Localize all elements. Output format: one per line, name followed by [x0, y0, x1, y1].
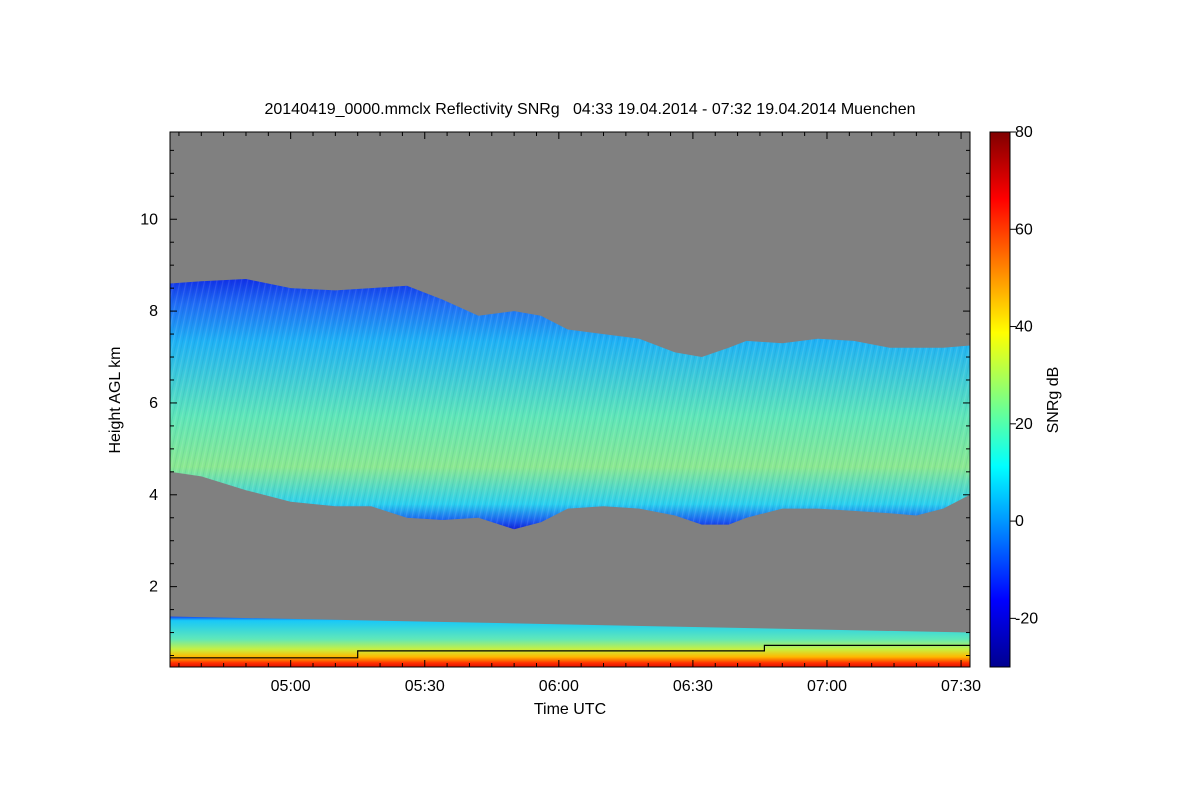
- y-axis-label: Height AGL km: [107, 346, 124, 453]
- x-tick-label: 05:00: [271, 678, 311, 695]
- colorbar: -20 0 20 40 60 80 SNRg dB: [989, 124, 1062, 668]
- boundary-line: [170, 644, 970, 659]
- chart-title: 20140419_0000.mmclx Reflectivity SNRg 04…: [264, 101, 915, 118]
- cloud-layer-texture: [170, 279, 970, 530]
- y-tick-label: 4: [149, 487, 158, 504]
- colorbar-tick-label: 0: [1015, 513, 1024, 530]
- y-tick-label: 6: [149, 395, 158, 412]
- colorbar-tick-label: -20: [1015, 610, 1038, 627]
- colorbar-tick-label: 80: [1015, 124, 1033, 141]
- colorbar-tick-label: 40: [1015, 319, 1033, 336]
- x-tick-label: 06:30: [673, 678, 713, 695]
- x-axis: 05:00 05:30 06:00 06:30 07:00 07:30: [178, 132, 981, 695]
- y-tick-label: 2: [149, 579, 158, 596]
- colorbar-label: SNRg dB: [1045, 367, 1062, 434]
- colorbar-tick-label: 60: [1015, 221, 1033, 238]
- colorbar-gradient: [989, 131, 1011, 668]
- x-tick-label: 06:00: [539, 678, 579, 695]
- x-tick-label: 07:00: [807, 678, 847, 695]
- plot-area: [170, 132, 970, 667]
- y-tick-label: 10: [140, 211, 158, 228]
- x-tick-label: 05:30: [405, 678, 445, 695]
- colorbar-tick-label: 20: [1015, 416, 1033, 433]
- plot-frame: [169, 131, 971, 668]
- y-axis: 2 4 6 8 10: [140, 149, 970, 657]
- x-axis-label: Time UTC: [534, 701, 606, 718]
- y-tick-label: 8: [149, 303, 158, 320]
- x-tick-label: 07:30: [941, 678, 981, 695]
- low-layer: [170, 616, 970, 667]
